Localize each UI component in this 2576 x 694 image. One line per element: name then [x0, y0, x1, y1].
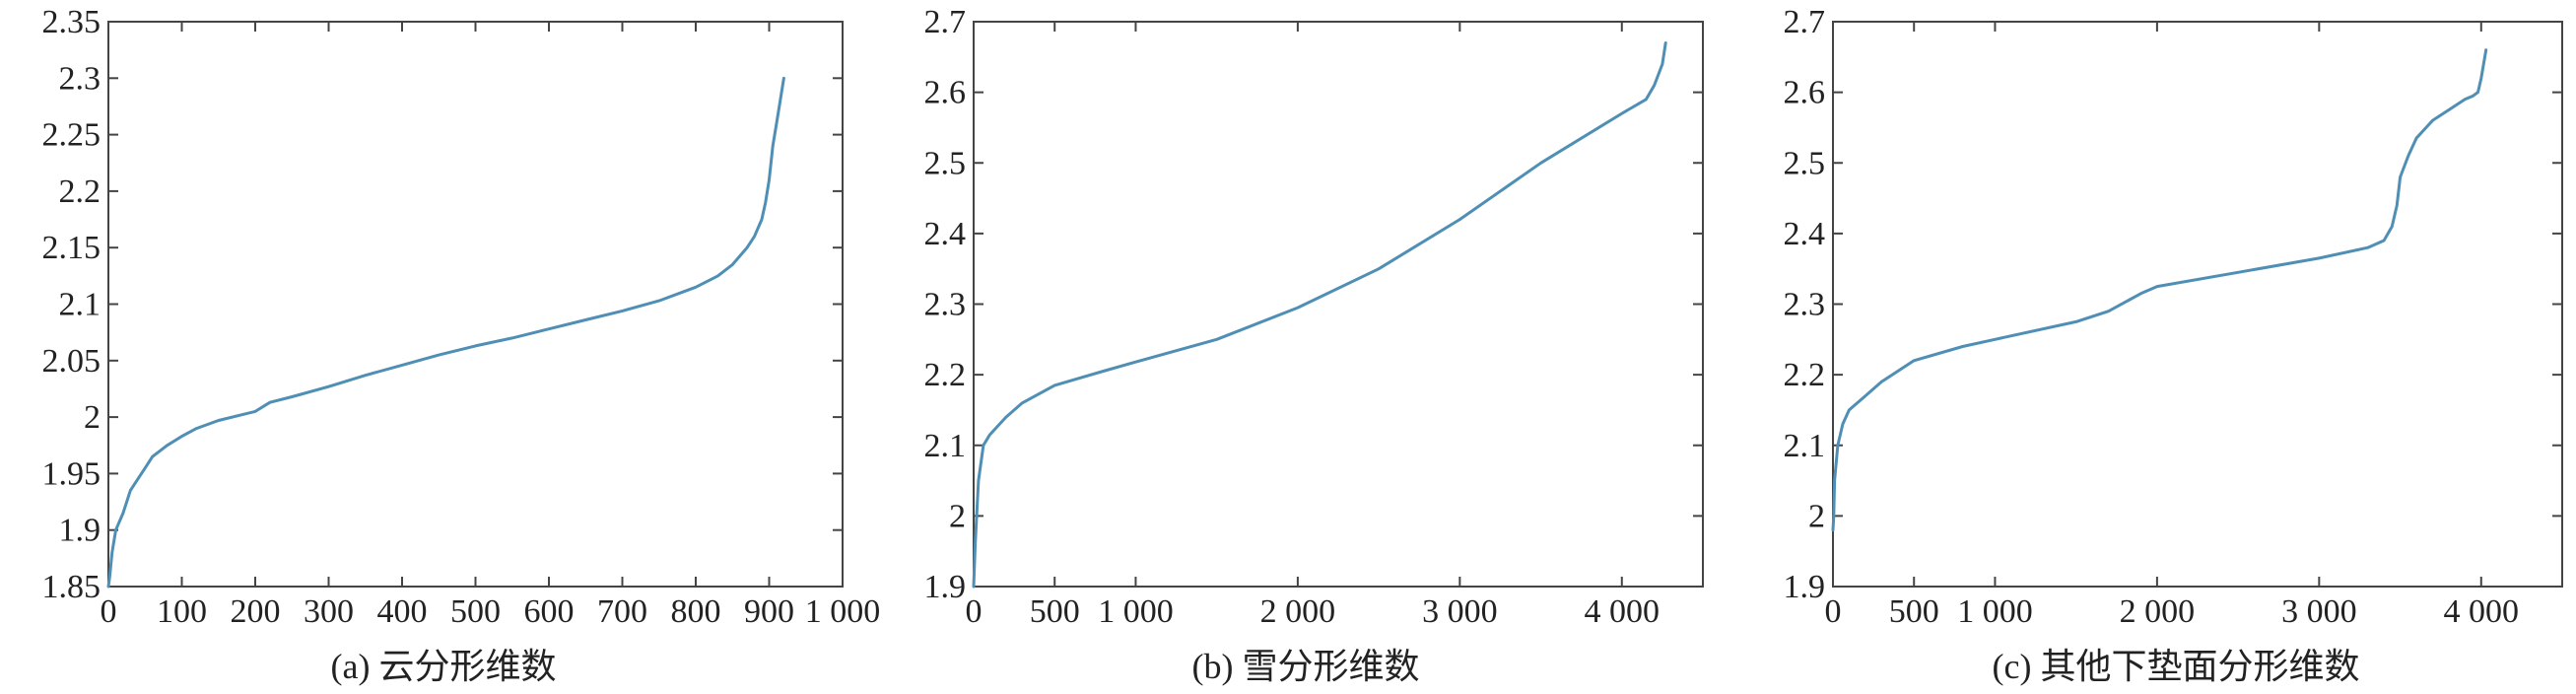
y-tick-label: 2.3: [924, 287, 967, 323]
y-tick-label: 2.6: [924, 75, 967, 111]
x-tick-label: 500: [1030, 593, 1080, 630]
y-tick-label: 2.2: [1784, 357, 1826, 393]
x-tick-label: 2 000: [2120, 593, 2196, 630]
series-line: [972, 41, 1667, 589]
x-tick-label: 1 000: [1098, 593, 1174, 630]
chart-panel-3: 0 500 1 000 2 000 3 000 4 000 1.9 2 2.1 2.2 2.3 2.4…: [1784, 4, 2563, 686]
chart-panel-1: 0 100 200 300 400 500 600 700 800 900 1 000 1.85 1.9…: [42, 4, 881, 686]
y-tick-label: 1.9: [924, 569, 967, 605]
x-tick-label: 700: [597, 593, 647, 630]
y-tick-label: 2: [1808, 498, 1825, 534]
x-tick-label: 0: [101, 593, 117, 630]
x-tick-label: 4 000: [1585, 593, 1661, 630]
x-tick-label: 2 000: [1260, 593, 1336, 630]
y-tick-label: 2.4: [1784, 216, 1826, 252]
y-tick-label: 2.1: [59, 287, 102, 323]
plot-frame: [973, 21, 1704, 588]
x-tick-label: 200: [231, 593, 281, 630]
panel-caption: (a) 云分形维数: [331, 647, 557, 686]
y-tick-label: 2.7: [1784, 4, 1826, 40]
y-tick-label: 2.35: [42, 4, 102, 40]
y-tick-label: 2.3: [1784, 287, 1826, 323]
y-tick-label: 1.95: [42, 455, 102, 492]
series-line: [106, 76, 785, 589]
x-tick-label: 800: [671, 593, 721, 630]
y-tick-label: 1.9: [59, 513, 102, 549]
y-tick-label: 2.5: [924, 145, 967, 181]
x-tick-label: 400: [377, 593, 428, 630]
y-tick-label: 2.4: [924, 216, 967, 252]
plot-frame: [107, 21, 844, 588]
x-tick-label: 3 000: [1422, 593, 1498, 630]
panel-caption: (c) 其他下垫面分形维数: [1993, 647, 2360, 686]
y-tick-label: 2.3: [59, 60, 102, 97]
y-tick-label: 1.85: [42, 569, 102, 605]
x-tick-label: 0: [966, 593, 983, 630]
x-tick-label: 500: [450, 593, 501, 630]
y-tick-label: 2: [84, 399, 101, 436]
y-tick-label: 2.15: [42, 230, 102, 266]
x-tick-label: 100: [157, 593, 207, 630]
x-tick-label: 4 000: [2444, 593, 2520, 630]
y-tick-label: 2: [949, 498, 966, 534]
y-tick-label: 2.6: [1784, 75, 1826, 111]
panel-caption: (b) 雪分形维数: [1192, 647, 1420, 686]
y-tick-label: 2.05: [42, 343, 102, 380]
x-tick-label: 0: [1825, 593, 1842, 630]
chart-panel-2: 0 500 1 000 2 000 3 000 4 000 1.9 2 2.1 2.2 2.3 2.4…: [924, 4, 1704, 686]
y-tick-label: 2.5: [1784, 145, 1826, 181]
x-tick-label: 900: [744, 593, 794, 630]
x-tick-label: 1 000: [1957, 593, 2033, 630]
x-tick-label: 3 000: [2281, 593, 2357, 630]
series-line: [1831, 48, 2488, 532]
x-tick-label: 600: [524, 593, 575, 630]
y-tick-label: 2.1: [1784, 428, 1826, 464]
x-tick-label: 300: [304, 593, 354, 630]
y-tick-label: 1.9: [1784, 569, 1826, 605]
y-tick-label: 2.1: [924, 428, 967, 464]
y-tick-label: 2.2: [924, 357, 967, 393]
y-tick-label: 2.25: [42, 117, 102, 154]
y-tick-label: 2.2: [59, 174, 102, 210]
x-tick-label: 1 000: [805, 593, 881, 630]
y-tick-label: 2.7: [924, 4, 967, 40]
x-tick-label: 500: [1889, 593, 1939, 630]
